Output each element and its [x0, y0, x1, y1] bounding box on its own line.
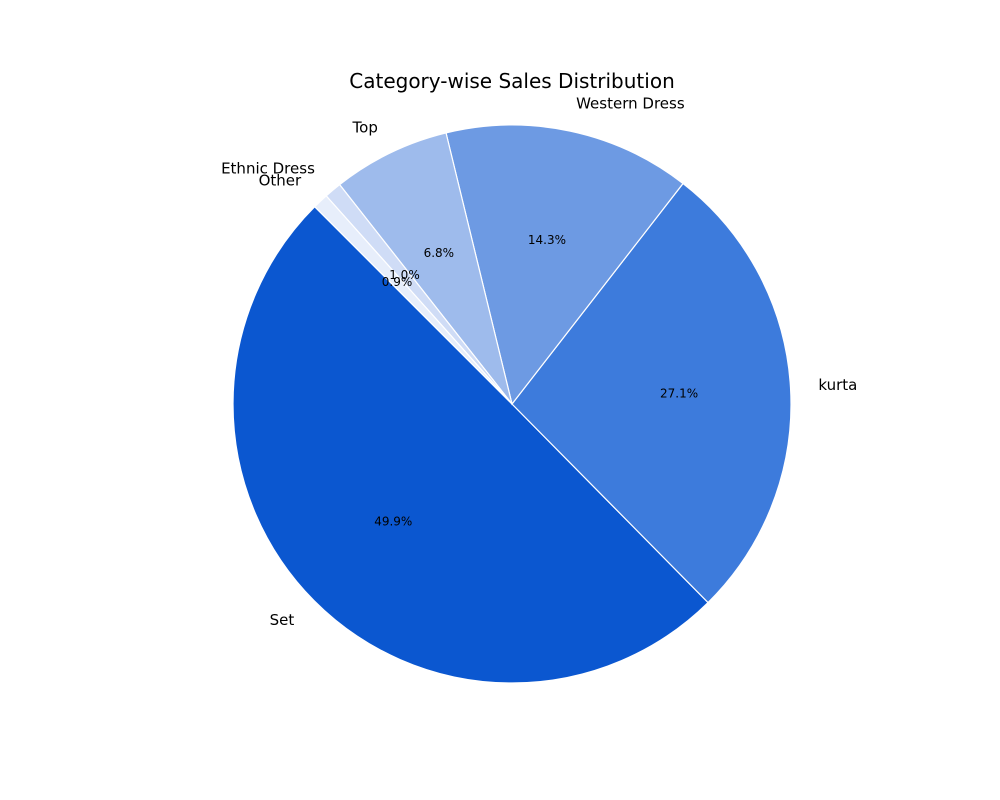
slice-pct-set: 49.9% — [374, 514, 412, 528]
pie-slice-set — [232, 205, 709, 684]
slice-label-other: Other — [259, 171, 302, 189]
slice-pct-kurta: 27.1% — [660, 387, 698, 401]
pie-labels: Set 49.9% kurta 27.1% Western Dress 14.3% Top 6… — [221, 94, 857, 628]
slice-label-set: Set — [270, 611, 295, 629]
slice-pct-other: 0.9% — [382, 275, 413, 289]
slice-label-top: Top — [352, 118, 378, 136]
pie-slice-kurta — [511, 182, 792, 604]
slice-label-western-dress: Western Dress — [576, 94, 685, 112]
slice-pct-ethnic-dress: 1.0% — [389, 268, 420, 282]
pie-slice-other — [313, 195, 513, 405]
chart-title: Category-wise Sales Distribution — [349, 69, 675, 93]
pie-slice-western-dress — [445, 124, 684, 406]
pie-slice-top — [338, 132, 513, 405]
pie-slices — [232, 124, 792, 684]
slice-pct-top: 6.8% — [424, 246, 455, 260]
slice-label-ethnic-dress: Ethnic Dress — [221, 159, 315, 177]
slice-pct-western-dress: 14.3% — [528, 233, 566, 247]
slice-label-kurta: kurta — [818, 376, 857, 394]
